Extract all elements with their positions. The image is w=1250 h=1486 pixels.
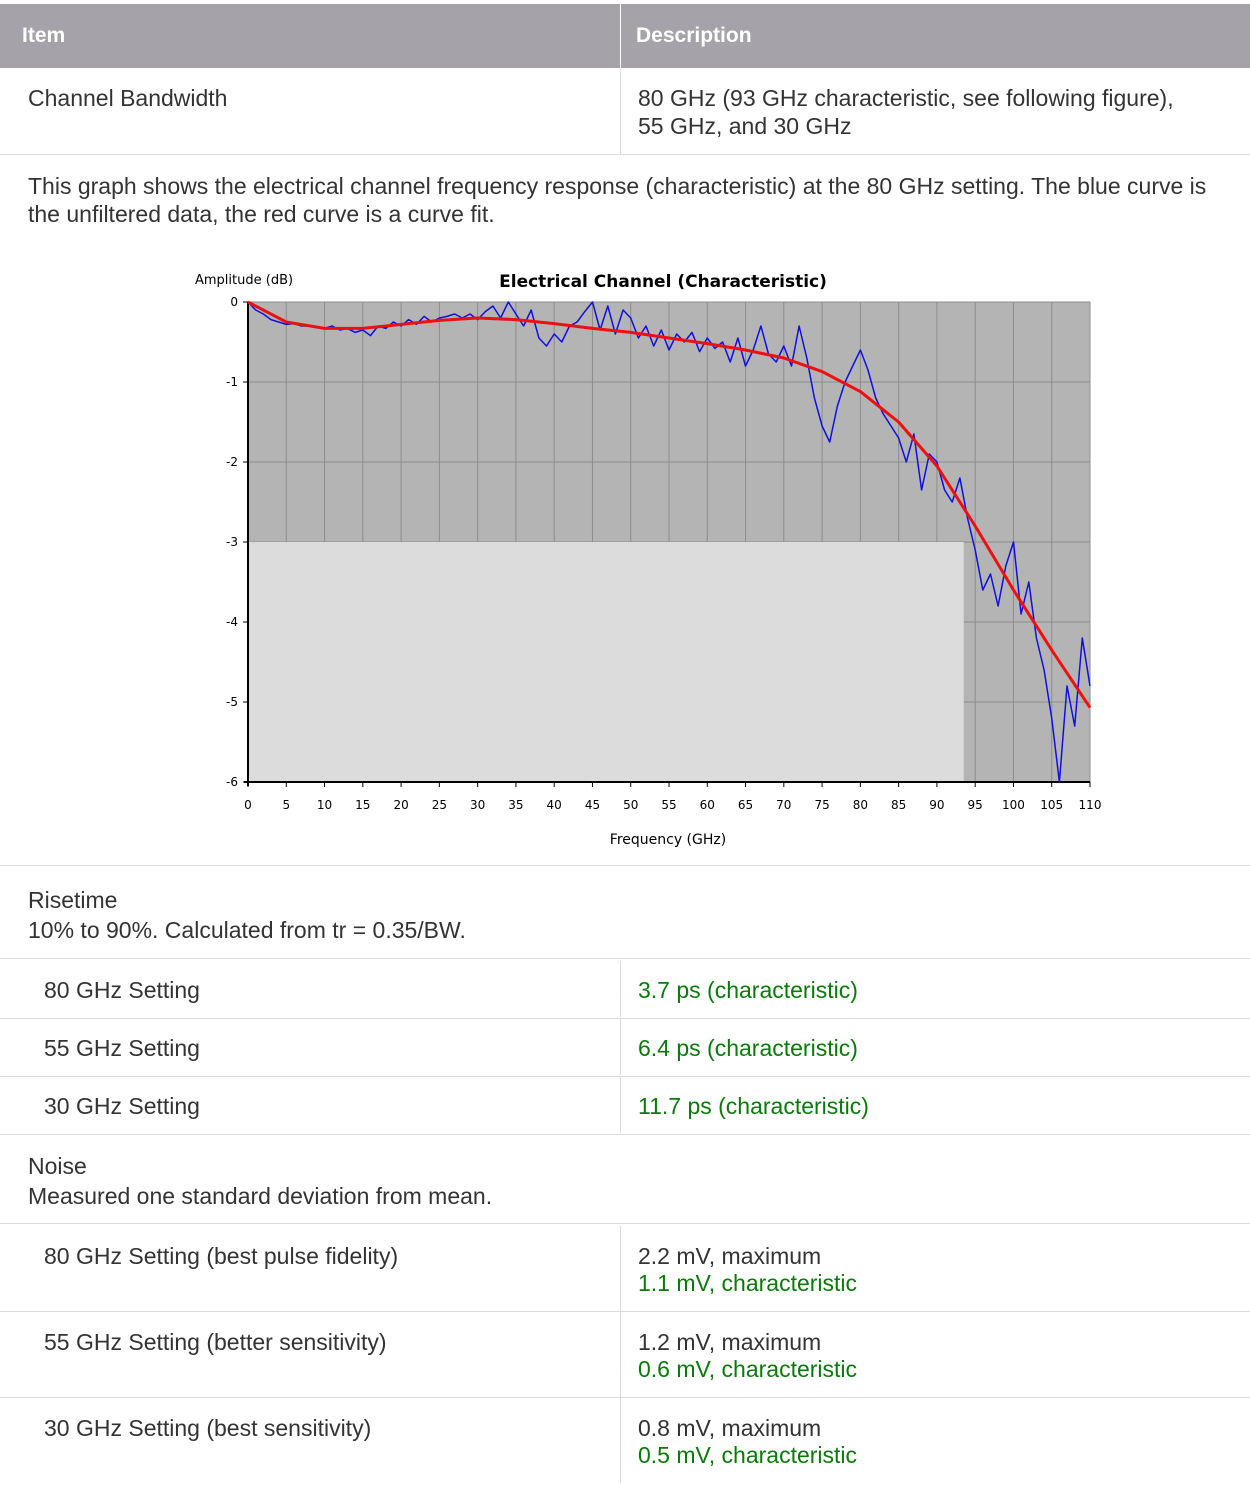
y-tick-label: 0 bbox=[230, 295, 238, 309]
cell: 11.7 ps (characteristic) bbox=[638, 1093, 869, 1119]
x-tick-label: 110 bbox=[1079, 798, 1102, 812]
row-border bbox=[0, 1397, 1250, 1398]
x-tick-label: 35 bbox=[508, 798, 523, 812]
table-header bbox=[0, 4, 1250, 68]
highlight-region bbox=[248, 542, 964, 782]
x-tick-label: 40 bbox=[547, 798, 562, 812]
cell: 30 GHz Setting (best sensitivity) bbox=[44, 1415, 372, 1441]
section-title: Risetime bbox=[28, 887, 118, 913]
data-line bbox=[247, 300, 1092, 709]
x-tick-label: 95 bbox=[968, 798, 983, 812]
divider bbox=[620, 961, 621, 1017]
row-border bbox=[0, 1311, 1250, 1312]
x-tick-label: 65 bbox=[738, 798, 753, 812]
cell: 1.1 mV, characteristic bbox=[638, 1270, 858, 1296]
x-tick-label: 5 bbox=[282, 798, 290, 812]
cell: 0.6 mV, characteristic bbox=[638, 1356, 858, 1382]
y-tick-label: -4 bbox=[226, 615, 238, 629]
cell: 80 GHz Setting bbox=[44, 977, 200, 1003]
cell: 0.8 mV, maximum bbox=[638, 1415, 822, 1441]
cell: 55 GHz Setting bbox=[44, 1035, 200, 1061]
cell: 3.7 ps (characteristic) bbox=[638, 977, 858, 1003]
x-tick-label: 100 bbox=[1002, 798, 1025, 812]
cell: 6.4 ps (characteristic) bbox=[638, 1035, 858, 1061]
cell: 0.5 mV, characteristic bbox=[638, 1442, 858, 1468]
x-tick-label: 55 bbox=[661, 798, 676, 812]
cell: 80 GHz Setting (best pulse fidelity) bbox=[44, 1243, 399, 1269]
row-border bbox=[0, 154, 1250, 155]
x-axis-label: Frequency (GHz) bbox=[610, 832, 726, 848]
x-tick-label: 15 bbox=[355, 798, 370, 812]
cell: 30 GHz Setting bbox=[44, 1093, 200, 1119]
x-tick-label: 0 bbox=[244, 798, 252, 812]
x-tick-label: 70 bbox=[776, 798, 791, 812]
header-cell: Item bbox=[22, 24, 66, 47]
header-cell: Description bbox=[636, 24, 752, 47]
x-tick-label: 60 bbox=[700, 798, 715, 812]
cell: 80 GHz (93 GHz characteristic, see follo… bbox=[638, 85, 1174, 139]
y-tick-label: -6 bbox=[226, 775, 238, 789]
x-tick-label: 80 bbox=[853, 798, 868, 812]
x-tick-label: 20 bbox=[393, 798, 408, 812]
x-tick-label: 90 bbox=[929, 798, 944, 812]
header-divider bbox=[620, 4, 621, 68]
chart-title: Electrical Channel (Characteristic) bbox=[499, 272, 827, 292]
cell: 55 GHz Setting (better sensitivity) bbox=[44, 1329, 387, 1355]
x-tick-label: 75 bbox=[814, 798, 829, 812]
divider bbox=[620, 1226, 621, 1311]
row-border bbox=[0, 1018, 1250, 1019]
divider bbox=[620, 1398, 621, 1483]
x-tick-label: 85 bbox=[891, 798, 906, 812]
divider bbox=[620, 1077, 621, 1133]
y-tick-label: -3 bbox=[226, 535, 238, 549]
divider bbox=[620, 1019, 621, 1075]
x-tick-label: 105 bbox=[1040, 798, 1063, 812]
row-border bbox=[0, 958, 1250, 959]
x-tick-label: 10 bbox=[317, 798, 332, 812]
y-tick-label: -2 bbox=[226, 455, 238, 469]
row-border bbox=[0, 1223, 1250, 1224]
x-tick-label: 30 bbox=[470, 798, 485, 812]
x-tick-label: 25 bbox=[432, 798, 447, 812]
x-tick-label: 50 bbox=[623, 798, 638, 812]
divider bbox=[620, 68, 621, 154]
divider bbox=[620, 1312, 621, 1397]
row-border bbox=[0, 865, 1250, 866]
x-tick-label: 45 bbox=[585, 798, 600, 812]
section-title: Noise bbox=[28, 1153, 87, 1179]
row-border bbox=[0, 1076, 1250, 1077]
y-tick-label: -5 bbox=[226, 695, 238, 709]
section-description: Measured one standard deviation from mea… bbox=[28, 1183, 493, 1209]
note: This graph shows the electrical channel … bbox=[28, 173, 1207, 227]
y-axis-label: Amplitude (dB) bbox=[195, 273, 293, 288]
section-description: 10% to 90%. Calculated from tr = 0.35/BW… bbox=[28, 917, 466, 943]
cell: Channel Bandwidth bbox=[28, 85, 228, 111]
cell: 2.2 mV, maximum bbox=[638, 1243, 822, 1269]
cell: 1.2 mV, maximum bbox=[638, 1329, 822, 1355]
y-tick-label: -1 bbox=[226, 375, 238, 389]
row-border bbox=[0, 1134, 1250, 1135]
